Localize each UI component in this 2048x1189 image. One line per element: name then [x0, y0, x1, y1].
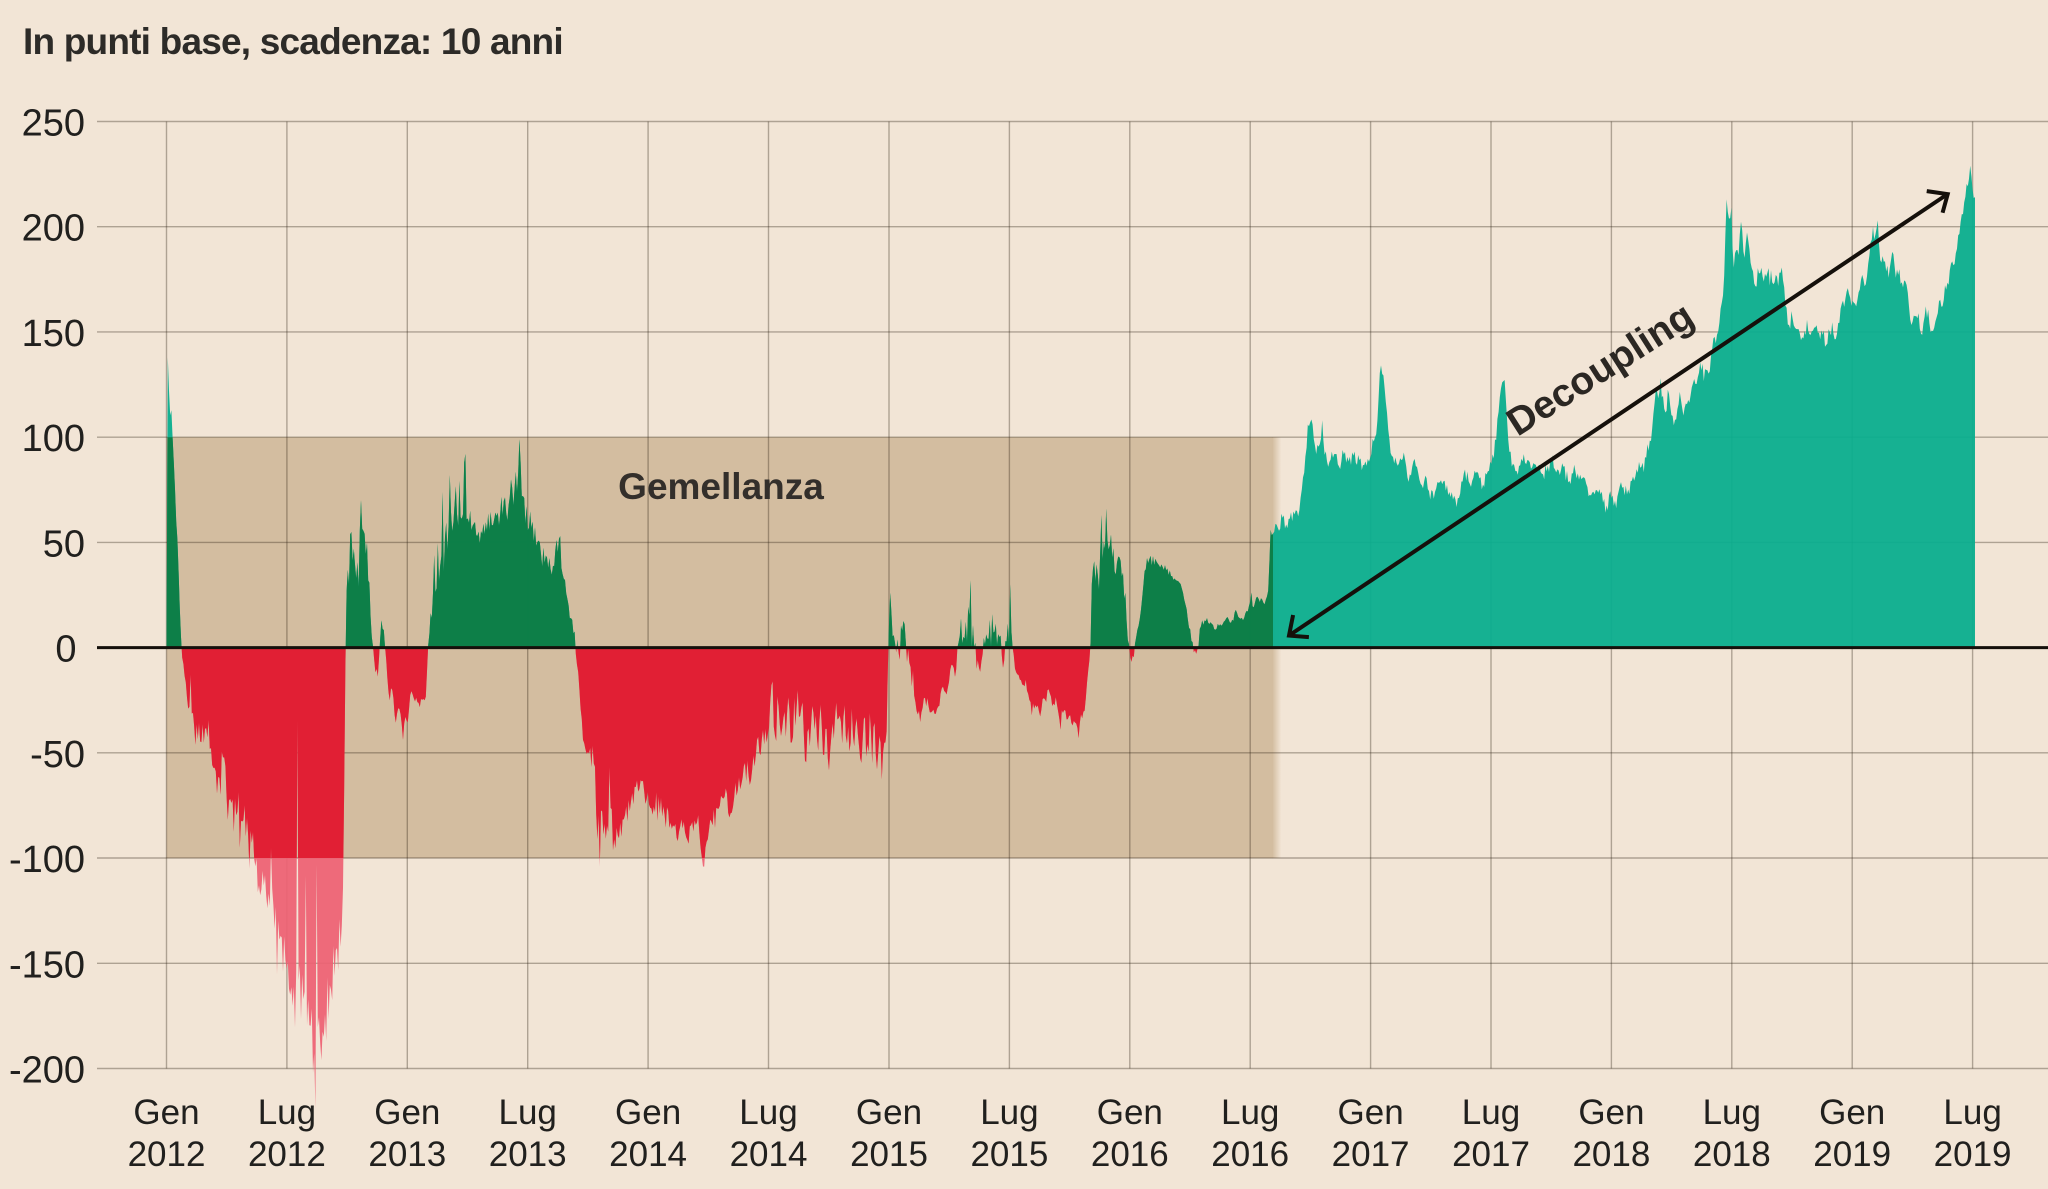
svg-text:Lug: Lug — [1703, 1093, 1761, 1132]
svg-text:2014: 2014 — [730, 1135, 808, 1174]
svg-text:Gen: Gen — [1819, 1093, 1885, 1132]
svg-text:Lug: Lug — [1943, 1093, 2001, 1132]
svg-text:Lug: Lug — [739, 1093, 797, 1132]
svg-text:200: 200 — [22, 208, 85, 250]
svg-text:0: 0 — [55, 629, 76, 671]
svg-text:2015: 2015 — [970, 1135, 1048, 1174]
svg-text:Gen: Gen — [856, 1093, 922, 1132]
svg-text:150: 150 — [22, 313, 85, 355]
svg-text:2016: 2016 — [1091, 1135, 1169, 1174]
svg-text:-200: -200 — [9, 1050, 85, 1092]
svg-text:Gen: Gen — [374, 1093, 440, 1132]
svg-text:2018: 2018 — [1693, 1135, 1771, 1174]
svg-text:-50: -50 — [30, 734, 85, 776]
svg-text:50: 50 — [43, 523, 85, 565]
svg-text:2017: 2017 — [1332, 1135, 1410, 1174]
svg-text:2019: 2019 — [1934, 1135, 2012, 1174]
svg-text:In punti base, scadenza: 10 an: In punti base, scadenza: 10 anni — [23, 21, 563, 62]
svg-text:Lug: Lug — [498, 1093, 556, 1132]
svg-text:2016: 2016 — [1211, 1135, 1289, 1174]
svg-text:Gemellanza: Gemellanza — [618, 466, 824, 507]
svg-text:Lug: Lug — [1462, 1093, 1520, 1132]
svg-text:Lug: Lug — [980, 1093, 1038, 1132]
svg-text:Gen: Gen — [615, 1093, 681, 1132]
svg-text:Gen: Gen — [1578, 1093, 1644, 1132]
svg-text:-150: -150 — [9, 944, 85, 986]
svg-text:Gen: Gen — [1097, 1093, 1163, 1132]
svg-text:2019: 2019 — [1813, 1135, 1891, 1174]
svg-text:2014: 2014 — [609, 1135, 687, 1174]
svg-text:2013: 2013 — [368, 1135, 446, 1174]
svg-text:Lug: Lug — [1221, 1093, 1279, 1132]
svg-text:2015: 2015 — [850, 1135, 928, 1174]
svg-text:250: 250 — [22, 103, 85, 145]
svg-text:2013: 2013 — [489, 1135, 567, 1174]
svg-text:Gen: Gen — [1338, 1093, 1404, 1132]
svg-text:2012: 2012 — [128, 1135, 206, 1174]
svg-text:2017: 2017 — [1452, 1135, 1530, 1174]
svg-text:2012: 2012 — [248, 1135, 326, 1174]
svg-text:100: 100 — [22, 418, 85, 460]
svg-text:-100: -100 — [9, 839, 85, 881]
svg-text:2018: 2018 — [1572, 1135, 1650, 1174]
svg-text:Lug: Lug — [258, 1093, 316, 1132]
svg-text:Gen: Gen — [133, 1093, 199, 1132]
